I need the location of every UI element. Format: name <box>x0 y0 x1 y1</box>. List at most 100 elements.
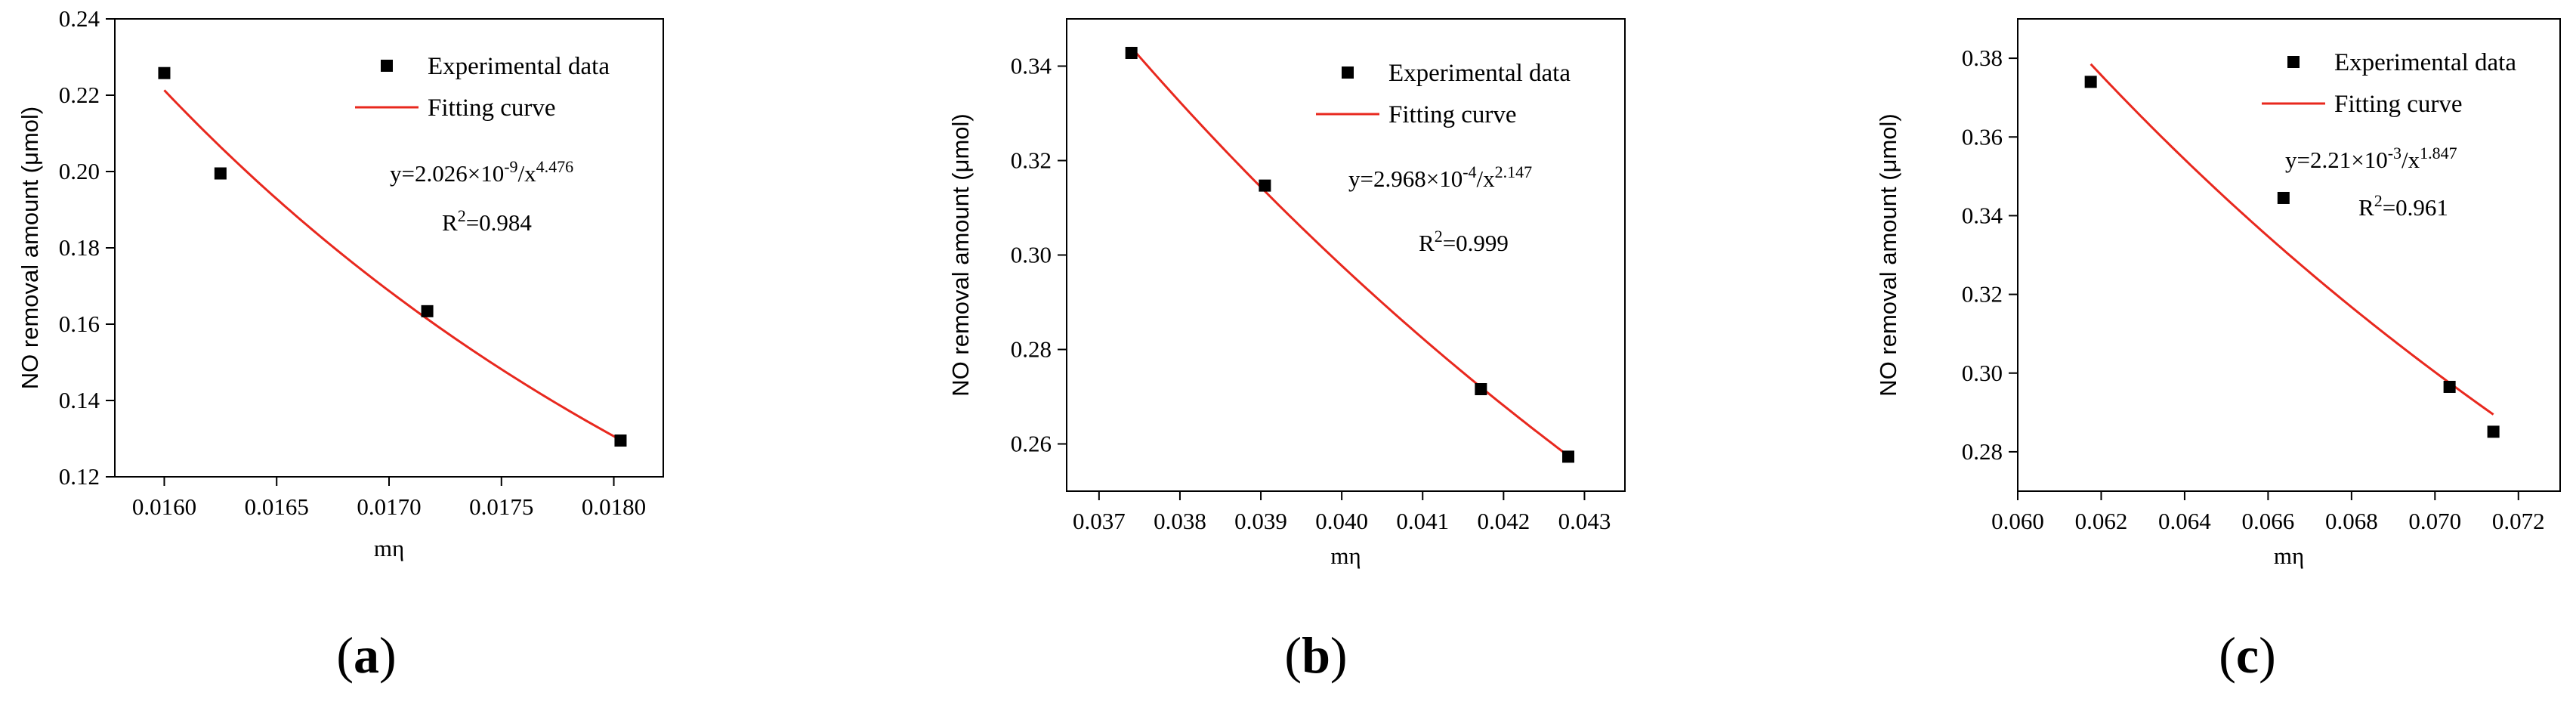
legend-label-experimental: Experimental data <box>2334 49 2516 76</box>
x-tick-label: 0.0175 <box>469 493 533 520</box>
r2-sup: 2 <box>2374 191 2383 210</box>
x-tick-label: 0.041 <box>1396 508 1449 534</box>
data-point <box>2084 76 2097 88</box>
y-tick-label: 0.18 <box>59 234 100 261</box>
legend-marker-experimental <box>381 60 393 72</box>
legend-label-experimental: Experimental data <box>428 53 610 80</box>
y-tick-label: 0.38 <box>1962 45 2003 71</box>
legend-label-fitting: Fitting curve <box>1388 101 1517 128</box>
y-tick-label: 0.34 <box>1011 53 1052 79</box>
data-point <box>2487 425 2500 438</box>
data-point <box>1125 47 1138 59</box>
x-tick-label: 0.070 <box>2408 508 2461 534</box>
y-tick-label: 0.32 <box>1011 147 1052 174</box>
x-tick-label: 0.0170 <box>357 493 421 520</box>
equation-exp1: -3 <box>2388 144 2401 162</box>
y-tick-label: 0.28 <box>1011 336 1052 363</box>
data-point <box>614 434 627 447</box>
x-tick-label: 0.039 <box>1234 508 1287 534</box>
equation-exp2: 2.147 <box>1495 162 1533 181</box>
data-point <box>1475 383 1487 395</box>
chart-panel-b: 0.037 0.038 0.039 0.040 0.041 0.042 0.043 0.26 0… <box>947 18 1626 684</box>
equation-mid: /x <box>2401 147 2420 173</box>
y-axis-title: NO removal amount (μmol) <box>17 107 43 389</box>
equation-mid: /x <box>518 160 537 187</box>
panel-paren-open: ( <box>1284 626 1302 684</box>
legend-marker-experimental <box>2287 56 2300 68</box>
legend-marker-experimental <box>1342 66 1354 79</box>
x-tick-label: 0.066 <box>2242 508 2295 534</box>
y-tick-label: 0.26 <box>1011 431 1052 457</box>
r2-sup: 2 <box>1435 227 1443 246</box>
legend-label-experimental: Experimental data <box>1388 60 1571 87</box>
r2-sup: 2 <box>458 206 466 225</box>
plot-frame <box>1066 18 1626 492</box>
x-tick-label: 0.064 <box>2158 508 2211 534</box>
equation-exp1: -4 <box>1463 162 1476 181</box>
y-axis-title: NO removal amount (μmol) <box>1875 113 1901 396</box>
panel-label: (c) <box>2219 626 2276 684</box>
fitting-curve-line <box>1130 46 1569 457</box>
panel-paren-close: ) <box>379 626 397 684</box>
x-tick-label: 0.0180 <box>582 493 646 520</box>
y-tick-label: 0.22 <box>59 82 100 108</box>
equation-exp2: 4.476 <box>536 157 574 176</box>
panel-letter: c <box>2236 626 2259 684</box>
equation-prefix: y=2.21×10 <box>2285 147 2388 173</box>
y-tick-label: 0.28 <box>1962 438 2003 465</box>
r2-value: =0.999 <box>1443 230 1509 256</box>
panel-letter: a <box>354 626 379 684</box>
x-tick-label: 0.0160 <box>132 493 196 520</box>
x-tick-label: 0.072 <box>2492 508 2545 534</box>
x-tick-label: 0.060 <box>1991 508 2044 534</box>
x-axis-title: mη <box>2274 543 2304 569</box>
y-tick-label: 0.24 <box>59 5 100 32</box>
equation-prefix: y=2.968×10 <box>1348 165 1463 192</box>
y-tick-label: 0.36 <box>1962 123 2003 150</box>
x-tick-label: 0.042 <box>1477 508 1530 534</box>
legend-label-fitting: Fitting curve <box>428 94 556 122</box>
x-tick-label: 0.037 <box>1073 508 1126 534</box>
x-tick-label: 0.062 <box>2075 508 2128 534</box>
data-point <box>2277 191 2290 204</box>
r2-base: R <box>1419 230 1435 256</box>
fitting-curve-line <box>2090 63 2494 416</box>
y-axis-title: NO removal amount (μmol) <box>947 113 974 396</box>
r-squared: R2=0.999 <box>1419 227 1509 257</box>
chart-panel-c: 0.060 0.062 0.064 0.066 0.068 0.070 0.072 0.28 0… <box>1875 18 2561 684</box>
y-tick-label: 0.14 <box>59 387 100 413</box>
fitting-curve-line <box>163 89 622 441</box>
panel-paren-close: ) <box>2259 626 2276 684</box>
x-tick-label: 0.038 <box>1154 508 1206 534</box>
data-point <box>2443 380 2456 393</box>
panel-letter: b <box>1302 626 1330 684</box>
plot-frame <box>2017 18 2561 492</box>
fit-equation: y=2.968×10-4/x2.147 <box>1348 162 1532 193</box>
r2-base: R <box>442 209 458 236</box>
x-axis-title: mη <box>1330 543 1361 569</box>
legend-label-fitting: Fitting curve <box>2334 91 2463 118</box>
x-tick-label: 0.043 <box>1558 508 1611 534</box>
y-tick-label: 0.34 <box>1962 202 2003 228</box>
panel-paren-close: ) <box>1330 626 1348 684</box>
y-tick-label: 0.30 <box>1011 242 1052 268</box>
x-tick-label: 0.040 <box>1315 508 1368 534</box>
equation-prefix: y=2.026×10 <box>390 160 504 187</box>
data-point <box>421 305 434 317</box>
data-point <box>1259 179 1271 192</box>
panel-label: (b) <box>1284 626 1347 684</box>
y-tick-label: 0.20 <box>59 158 100 184</box>
x-axis-title: mη <box>374 535 404 561</box>
data-point <box>158 66 171 79</box>
equation-mid: /x <box>1477 165 1496 192</box>
equation-exp2: 1.847 <box>2420 144 2457 162</box>
r2-value: =0.984 <box>466 209 533 236</box>
data-point <box>214 167 227 180</box>
y-tick-label: 0.12 <box>59 463 100 490</box>
y-tick-label: 0.32 <box>1962 281 2003 308</box>
r-squared: R2=0.961 <box>2358 191 2448 221</box>
panel-label: (a) <box>336 626 396 684</box>
plot-frame <box>114 18 664 478</box>
chart-panel-a: 0.0160 0.0165 0.0170 0.0175 0.0180 0.12 0.14 0.… <box>17 5 664 684</box>
